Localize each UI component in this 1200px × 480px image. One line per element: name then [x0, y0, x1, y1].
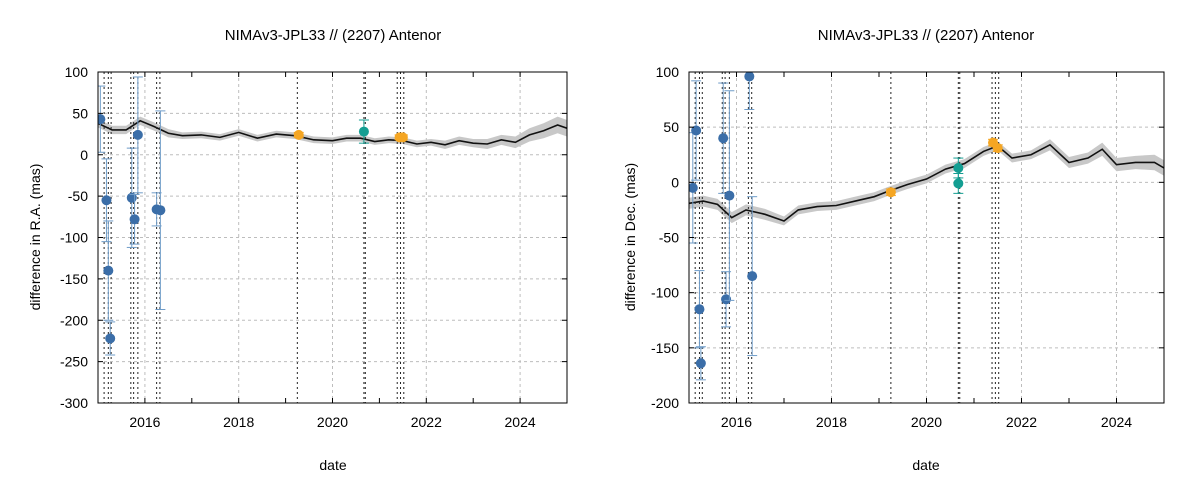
- data-point-blue: [691, 125, 702, 136]
- y-tick-label: -100: [60, 230, 88, 246]
- data-point-blue: [129, 214, 140, 225]
- chart-title: NIMAv3-JPL33 // (2207) Antenor: [225, 27, 442, 44]
- x-tick-label: 2022: [411, 414, 442, 430]
- y-tick-label: 0: [671, 174, 679, 190]
- x-axis-label: date: [912, 457, 939, 473]
- y-tick-label: -150: [60, 271, 88, 287]
- y-tick-label: 50: [72, 105, 88, 121]
- data-point-blue: [718, 133, 729, 144]
- model-line: [689, 143, 1164, 222]
- x-tick-label: 2016: [129, 414, 160, 430]
- data-point-blue: [101, 195, 112, 206]
- y-axis-label: difference in R.A. (mas): [27, 164, 43, 311]
- chart-title: NIMAv3-JPL33 // (2207) Antenor: [818, 27, 1035, 44]
- x-tick-label: 2022: [1006, 414, 1037, 430]
- y-tick-label: 100: [656, 64, 680, 80]
- data-point-blue: [103, 265, 114, 276]
- x-tick-label: 2024: [505, 414, 536, 430]
- model-line: [98, 119, 567, 146]
- data-point-teal: [358, 126, 369, 137]
- data-point-blue: [694, 304, 705, 315]
- x-tick-label: 2024: [1101, 414, 1132, 430]
- y-tick-label: -300: [60, 395, 88, 411]
- ra-difference-chart: NIMAv3-JPL33 // (2207) Antenor date diff…: [27, 27, 568, 473]
- y-tick-label: -250: [60, 354, 88, 370]
- plot-area: [98, 72, 567, 403]
- y-tick-label: -50: [659, 230, 679, 246]
- y-tick-label: 50: [663, 119, 679, 135]
- y-tick-label: -150: [651, 340, 679, 356]
- y-tick-label: -50: [68, 188, 88, 204]
- data-point-blue: [695, 358, 706, 369]
- data-point-orange: [397, 132, 408, 143]
- data-point-blue: [721, 294, 732, 305]
- data-point-blue: [744, 72, 755, 82]
- data-point-blue: [105, 333, 116, 344]
- data-point-orange: [293, 129, 304, 140]
- y-tick-label: -200: [60, 312, 88, 328]
- data-point-blue: [747, 271, 758, 282]
- y-tick-label: -100: [651, 285, 679, 301]
- data-point-teal: [953, 162, 964, 173]
- model-uncertainty-band: [98, 116, 567, 149]
- data-point-teal: [953, 178, 964, 189]
- x-tick-label: 2018: [816, 414, 847, 430]
- data-point-blue: [724, 190, 735, 201]
- data-point-blue: [132, 129, 143, 140]
- model-uncertainty-band: [689, 139, 1164, 226]
- plot-area: [689, 72, 1164, 403]
- data-point-orange: [885, 187, 896, 198]
- x-tick-label: 2020: [911, 414, 942, 430]
- y-tick-label: 100: [65, 64, 89, 80]
- x-axis-label: date: [319, 457, 346, 473]
- data-point-blue: [98, 114, 106, 125]
- data-point-blue: [155, 205, 166, 216]
- y-axis-label: difference in Dec. (mas): [622, 163, 638, 311]
- x-tick-label: 2018: [223, 414, 254, 430]
- dec-difference-chart: NIMAv3-JPL33 // (2207) Antenor date diff…: [622, 27, 1165, 473]
- y-tick-label: 0: [80, 147, 88, 163]
- y-tick-label: -200: [651, 395, 679, 411]
- data-point-blue: [689, 182, 698, 193]
- x-tick-label: 2016: [721, 414, 752, 430]
- x-tick-label: 2020: [317, 414, 348, 430]
- data-point-orange: [992, 143, 1003, 154]
